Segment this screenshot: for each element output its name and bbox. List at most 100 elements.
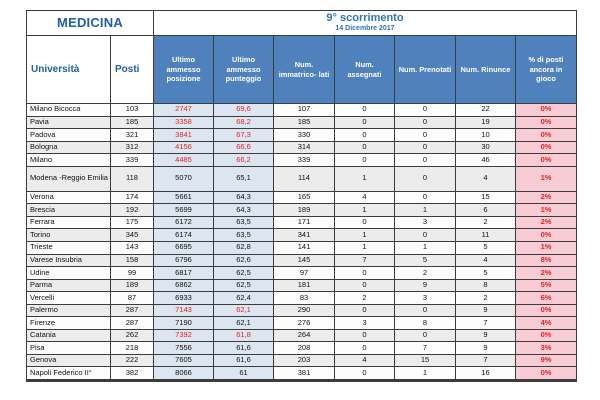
table-row: Bologna 312 4156 66,6 314 0 0 30 0% (27, 141, 576, 155)
table-row: Modena -Reggio Emilia 118 5070 65,1 114 1 0 4 1% (27, 166, 576, 192)
num-assegnati-cell: 0 (335, 104, 395, 117)
perc-posti-in-gioco-cell: 0% (516, 304, 576, 318)
perc-posti-in-gioco-cell: 1% (516, 204, 576, 217)
num-prenotati-cell: 0 (395, 141, 456, 155)
perc-posti-in-gioco-cell: 8% (516, 254, 576, 268)
table-header-row: Università Posti Ultimo ammesso posizion… (27, 36, 576, 104)
num-rinunce-cell: 4 (456, 166, 516, 192)
posti-cell: 218 (111, 342, 154, 355)
university-cell: Pisa (27, 342, 111, 355)
ultimo-ammesso-posizione-cell: 6172 (154, 216, 214, 230)
num-assegnati-cell: 0 (335, 154, 395, 167)
num-rinunce-cell: 9 (456, 342, 516, 355)
ultimo-ammesso-punteggio-cell: 62,4 (214, 292, 274, 305)
num-prenotati-cell: 0 (395, 129, 456, 142)
university-cell: Torino (27, 229, 111, 243)
num-assegnati-cell: 4 (335, 191, 395, 205)
ultimo-ammesso-punteggio-cell: 64,3 (214, 204, 274, 217)
perc-posti-in-gioco-cell: 0% (516, 141, 576, 155)
num-rinunce-cell: 15 (456, 191, 516, 205)
posti-cell: 345 (111, 229, 154, 243)
num-rinunce-cell: 30 (456, 141, 516, 155)
ultimo-ammesso-posizione-cell: 6796 (154, 254, 214, 268)
num-rinunce-cell: 10 (456, 129, 516, 142)
university-cell: Varese Insubria (27, 254, 111, 268)
ultimo-ammesso-punteggio-cell: 62,5 (214, 279, 274, 293)
num-rinunce-cell: 5 (456, 267, 516, 280)
num-prenotati-cell: 0 (395, 104, 456, 117)
admissions-table: MEDICINA 9° scorrimento 14 Dicembre 2017… (26, 10, 577, 383)
num-assegnati-cell: 0 (335, 329, 395, 343)
num-prenotati-cell: 0 (395, 229, 456, 243)
num-immatricolati-cell: 181 (274, 279, 335, 293)
num-rinunce-cell: 7 (456, 354, 516, 368)
num-assegnati-cell: 1 (335, 229, 395, 243)
ultimo-ammesso-posizione-cell: 3841 (154, 129, 214, 142)
num-assegnati-cell: 1 (335, 204, 395, 217)
university-cell: Modena -Reggio Emilia (27, 166, 111, 192)
perc-posti-in-gioco-cell: 0% (516, 367, 576, 381)
num-immatricolati-cell: 114 (274, 166, 335, 192)
university-cell: Trieste (27, 242, 111, 255)
posti-cell: 321 (111, 129, 154, 142)
col-header-num-assegnati: Num. assegnati (335, 36, 395, 104)
university-cell: Milano (27, 154, 111, 167)
ultimo-ammesso-posizione-cell: 7143 (154, 304, 214, 318)
posti-cell: 103 (111, 104, 154, 117)
num-immatricolati-cell: 314 (274, 141, 335, 155)
perc-posti-in-gioco-cell: 3% (516, 342, 576, 355)
perc-posti-in-gioco-cell: 0% (516, 116, 576, 130)
posti-cell: 118 (111, 166, 154, 192)
posti-cell: 174 (111, 191, 154, 205)
ultimo-ammesso-punteggio-cell: 67,3 (214, 129, 274, 142)
table-row: Napoli Federico II° 382 8066 61 381 0 1 16 0% (27, 367, 576, 381)
num-prenotati-cell: 8 (395, 317, 456, 330)
num-rinunce-cell: 19 (456, 116, 516, 130)
ultimo-ammesso-posizione-cell: 7392 (154, 329, 214, 343)
posti-cell: 339 (111, 154, 154, 167)
posti-cell: 99 (111, 267, 154, 280)
round-title: 9° scorrimento (326, 12, 404, 25)
table-row: Catania 262 7392 61,8 264 0 0 9 0% (27, 329, 576, 343)
num-immatricolati-cell: 185 (274, 116, 335, 130)
perc-posti-in-gioco-cell: 0% (516, 229, 576, 243)
posti-cell: 382 (111, 367, 154, 381)
num-assegnati-cell: 2 (335, 292, 395, 305)
num-rinunce-cell: 9 (456, 304, 516, 318)
ultimo-ammesso-posizione-cell: 5699 (154, 204, 214, 217)
table-row: Genova 222 7605 61,6 203 4 15 7 9% (27, 354, 576, 368)
num-immatricolati-cell: 341 (274, 229, 335, 243)
num-assegnati-cell: 4 (335, 354, 395, 368)
university-cell: Parma (27, 279, 111, 293)
num-immatricolati-cell: 141 (274, 242, 335, 255)
table-row: Torino 345 6174 63,5 341 1 0 11 0% (27, 229, 576, 243)
num-prenotati-cell: 2 (395, 267, 456, 280)
table-row: Udine 99 6817 62,5 97 0 2 5 2% (27, 267, 576, 280)
university-cell: Firenze (27, 317, 111, 330)
num-assegnati-cell: 0 (335, 141, 395, 155)
ultimo-ammesso-punteggio-cell: 62,1 (214, 304, 274, 318)
ultimo-ammesso-punteggio-cell: 62,1 (214, 317, 274, 330)
ultimo-ammesso-punteggio-cell: 65,1 (214, 166, 274, 192)
num-assegnati-cell: 1 (335, 242, 395, 255)
num-immatricolati-cell: 97 (274, 267, 335, 280)
table-row: Trieste 143 6695 62,8 141 1 1 5 1% (27, 242, 576, 255)
col-header-num-immatricolati: Num. immatrico- lati (274, 36, 335, 104)
table-body: Milano Bicocca 103 2747 69,6 107 0 0 22 0% Pavia 1… (27, 104, 576, 381)
table-row: Firenze 287 7190 62,1 276 3 8 7 4% (27, 317, 576, 330)
ultimo-ammesso-punteggio-cell: 61,8 (214, 329, 274, 343)
num-immatricolati-cell: 203 (274, 354, 335, 368)
ultimo-ammesso-posizione-cell: 6933 (154, 292, 214, 305)
num-immatricolati-cell: 208 (274, 342, 335, 355)
perc-posti-in-gioco-cell: 5% (516, 279, 576, 293)
num-rinunce-cell: 11 (456, 229, 516, 243)
ultimo-ammesso-punteggio-cell: 63,5 (214, 216, 274, 230)
posti-cell: 262 (111, 329, 154, 343)
num-immatricolati-cell: 171 (274, 216, 335, 230)
num-prenotati-cell: 0 (395, 116, 456, 130)
num-prenotati-cell: 0 (395, 191, 456, 205)
table-row: Milano 339 4485 66,2 339 0 0 46 0% (27, 154, 576, 167)
perc-posti-in-gioco-cell: 0% (516, 104, 576, 117)
ultimo-ammesso-punteggio-cell: 63,5 (214, 229, 274, 243)
